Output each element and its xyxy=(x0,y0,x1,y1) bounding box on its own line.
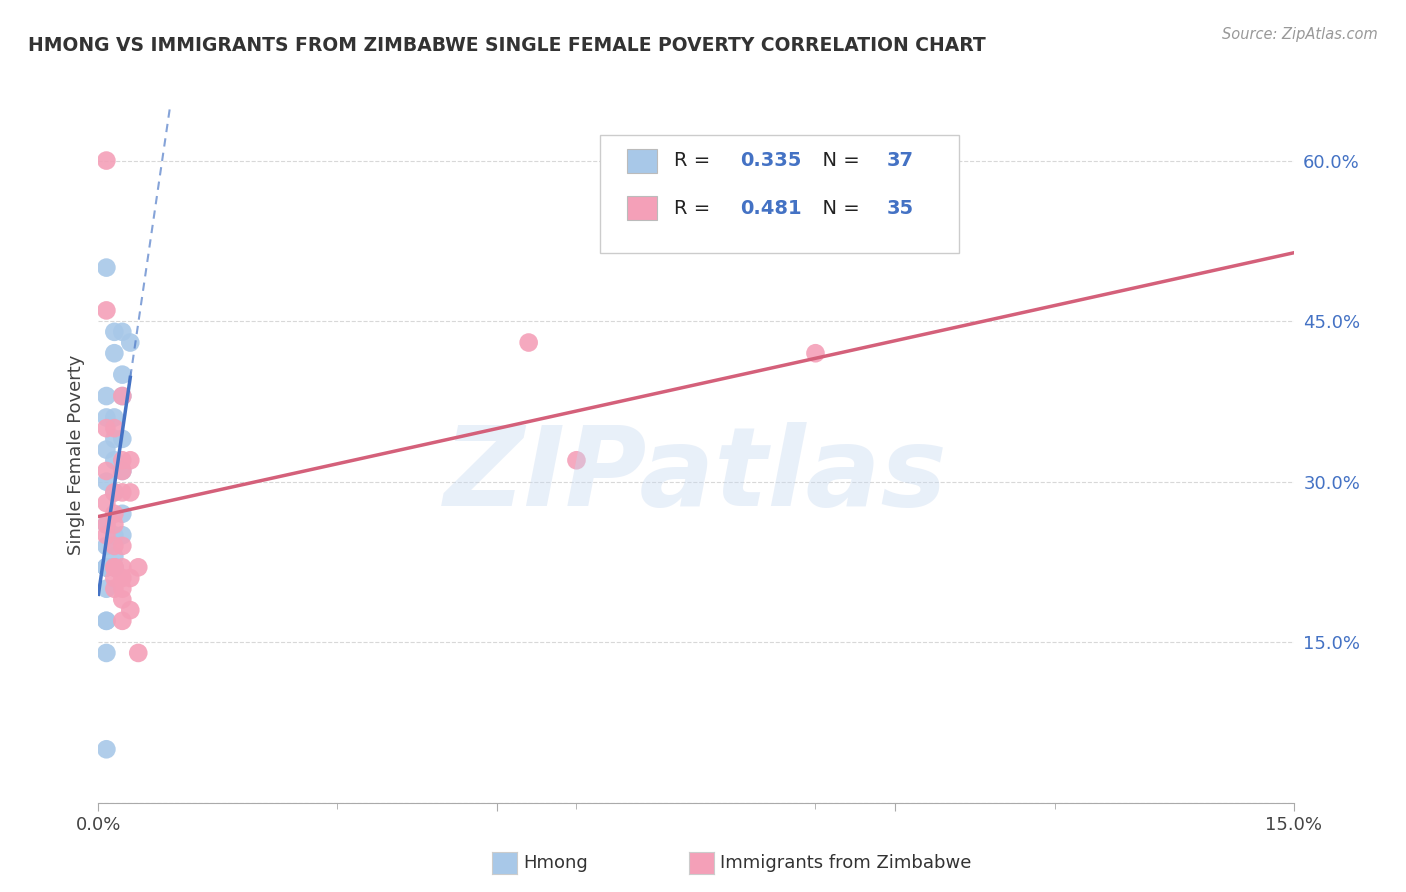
Point xyxy=(96,646,118,660)
Point xyxy=(103,528,125,542)
Point xyxy=(103,432,125,446)
Point xyxy=(96,260,118,275)
Text: Immigrants from Zimbabwe: Immigrants from Zimbabwe xyxy=(720,854,972,871)
Point xyxy=(96,560,118,574)
Text: 0.481: 0.481 xyxy=(740,199,801,218)
Point xyxy=(96,560,118,574)
Point xyxy=(103,560,125,574)
Text: 37: 37 xyxy=(887,152,914,170)
Point xyxy=(96,742,118,756)
Y-axis label: Single Female Poverty: Single Female Poverty xyxy=(66,355,84,555)
Point xyxy=(103,507,125,521)
Point xyxy=(96,560,118,574)
Point xyxy=(96,614,118,628)
Point xyxy=(120,603,142,617)
Point xyxy=(111,389,134,403)
Point xyxy=(96,582,118,596)
Point xyxy=(111,453,134,467)
Point xyxy=(111,582,134,596)
Point xyxy=(96,475,118,489)
Text: R =: R = xyxy=(675,199,717,218)
Point xyxy=(103,560,125,574)
Point xyxy=(96,442,118,457)
Point xyxy=(111,485,134,500)
Point xyxy=(96,560,118,574)
Point xyxy=(103,560,125,574)
Point xyxy=(111,560,134,574)
Point xyxy=(111,325,134,339)
Point xyxy=(111,592,134,607)
Text: N =: N = xyxy=(810,199,866,218)
Text: 35: 35 xyxy=(887,199,914,218)
Bar xyxy=(627,149,657,173)
Point xyxy=(127,646,149,660)
Point xyxy=(96,528,118,542)
Point xyxy=(804,346,827,360)
Point xyxy=(96,517,118,532)
Point xyxy=(120,335,142,350)
Point xyxy=(120,453,142,467)
Point xyxy=(103,421,125,435)
Point xyxy=(517,335,540,350)
Point xyxy=(96,517,118,532)
Text: 0.335: 0.335 xyxy=(740,152,801,170)
Point xyxy=(111,432,134,446)
Point xyxy=(103,325,125,339)
Point xyxy=(103,517,125,532)
Point xyxy=(96,496,118,510)
Point xyxy=(103,549,125,564)
Point xyxy=(120,571,142,585)
Point xyxy=(103,346,125,360)
Point xyxy=(96,303,118,318)
Point xyxy=(120,485,142,500)
Point xyxy=(96,410,118,425)
Point xyxy=(103,485,125,500)
Point xyxy=(96,421,118,435)
Text: R =: R = xyxy=(675,152,717,170)
Point xyxy=(111,389,134,403)
Point xyxy=(103,560,125,574)
Text: ZIPatlas: ZIPatlas xyxy=(444,422,948,529)
FancyBboxPatch shape xyxy=(600,135,959,253)
Point xyxy=(96,614,118,628)
Point xyxy=(103,485,125,500)
Point xyxy=(96,560,118,574)
Text: N =: N = xyxy=(810,152,866,170)
Point xyxy=(103,560,125,574)
Text: HMONG VS IMMIGRANTS FROM ZIMBABWE SINGLE FEMALE POVERTY CORRELATION CHART: HMONG VS IMMIGRANTS FROM ZIMBABWE SINGLE… xyxy=(28,36,986,54)
Point xyxy=(103,539,125,553)
Point xyxy=(103,410,125,425)
Point xyxy=(103,560,125,574)
Point xyxy=(111,539,134,553)
Point xyxy=(103,571,125,585)
Point xyxy=(111,368,134,382)
Point xyxy=(111,464,134,478)
Text: Source: ZipAtlas.com: Source: ZipAtlas.com xyxy=(1222,27,1378,42)
Point xyxy=(111,464,134,478)
Point xyxy=(111,528,134,542)
Point xyxy=(111,507,134,521)
Text: Hmong: Hmong xyxy=(523,854,588,871)
Point xyxy=(96,389,118,403)
Point xyxy=(103,453,125,467)
Point xyxy=(96,464,118,478)
Point xyxy=(565,453,588,467)
Point xyxy=(103,582,125,596)
Bar xyxy=(627,196,657,220)
Point xyxy=(111,614,134,628)
Point xyxy=(96,539,118,553)
Point xyxy=(96,153,118,168)
Point xyxy=(111,571,134,585)
Point xyxy=(127,560,149,574)
